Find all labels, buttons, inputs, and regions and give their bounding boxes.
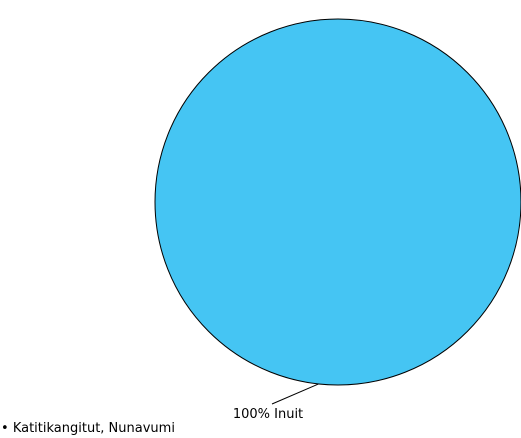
slice-label-leader-line [271, 383, 320, 405]
pie-slice-0 [154, 18, 521, 386]
legend: • Katitikangitut, Nunavumi [1, 421, 175, 437]
slice-label-inuit: 100% Inuit [233, 407, 303, 422]
legend-bullet: • [1, 421, 9, 436]
pie-slices [154, 18, 521, 386]
legend-text: Katitikangitut, Nunavumi [12, 421, 175, 436]
